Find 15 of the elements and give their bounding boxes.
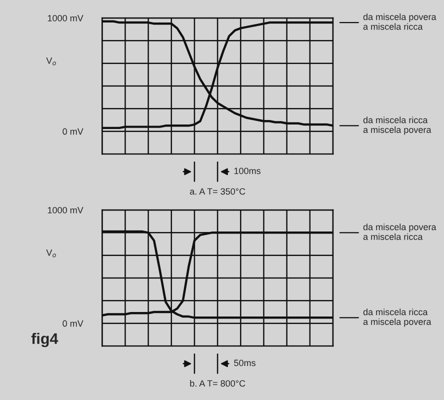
y-tick-label: 0 mV — [62, 128, 84, 135]
legend-label: da miscela povera a miscela ricca — [363, 13, 436, 30]
y-axis-title: V$_{o}$ — [46, 58, 56, 66]
text: a. A T= 350°C — [190, 188, 246, 195]
y-tick-label: 0 mV — [62, 320, 84, 327]
y-tick-label: 1000 mV — [48, 14, 84, 22]
legend-label: da miscela ricca a miscela povera — [363, 308, 432, 327]
text: 100ms — [234, 168, 260, 174]
text: da miscela povera a miscela ricca — [363, 224, 436, 240]
text: 50ms — [234, 360, 256, 366]
text: b. A T= 800°C — [190, 380, 246, 387]
y-axis-title: V$_{o}$ — [46, 250, 56, 258]
y-tick-label: 1000 mV — [48, 206, 84, 214]
caption: fig4 — [31, 332, 58, 348]
legend-label: da miscela ricca a miscela povera — [363, 116, 432, 135]
